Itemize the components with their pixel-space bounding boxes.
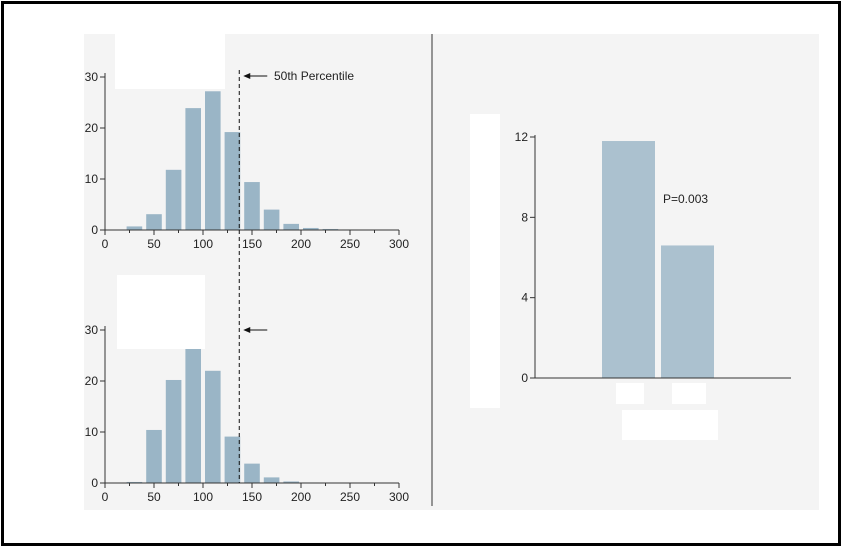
bottom-bar <box>224 436 241 483</box>
bottom-x-tick-label: 250 <box>340 490 360 504</box>
top-bar <box>126 226 143 230</box>
top-bar <box>185 108 201 230</box>
bottom-x-tick-label: 150 <box>242 490 262 504</box>
bottom-y-tick-label: 10 <box>85 425 99 439</box>
right-bar <box>602 141 655 378</box>
blank-region-category-2 <box>672 383 706 404</box>
bottom-bar <box>205 370 221 483</box>
top-bar <box>322 228 339 230</box>
bottom-bar <box>244 463 260 483</box>
top-x-tick-label: 200 <box>291 237 311 251</box>
bottom-bar <box>283 481 299 483</box>
top-x-tick-label: 0 <box>102 237 109 251</box>
bottom-x-tick-label: 50 <box>147 490 161 504</box>
top-x-tick-label: 300 <box>389 237 409 251</box>
percentile-annotation: 50th Percentile <box>274 69 354 83</box>
right-y-tick-label: 12 <box>515 130 529 144</box>
right-bar <box>661 245 714 378</box>
top-y-tick-label: 20 <box>85 121 99 135</box>
bottom-bar <box>126 481 143 483</box>
bottom-y-tick-label: 30 <box>85 323 99 337</box>
bottom-x-tick-label: 200 <box>291 490 311 504</box>
top-bar <box>283 223 299 230</box>
top-arrow-head <box>243 73 251 79</box>
top-histogram: 0 50 100 150 200 250 300 0 10 20 30 <box>85 70 409 251</box>
top-bar <box>263 209 280 230</box>
bottom-bar <box>165 379 182 483</box>
bottom-histogram: 0 50 100 150 200 250 300 0 10 20 30 <box>85 230 409 504</box>
bottom-y-tick-label: 0 <box>91 476 98 490</box>
top-y-tick-label: 30 <box>85 70 99 84</box>
blank-region-bottom-label <box>117 275 205 349</box>
top-x-tick-label: 50 <box>147 237 161 251</box>
bottom-x-tick-label: 100 <box>193 490 213 504</box>
top-bar <box>205 91 221 230</box>
bottom-arrow-head <box>243 327 251 333</box>
bottom-y-tick-label: 20 <box>85 374 99 388</box>
top-y-tick-label: 0 <box>91 223 98 237</box>
top-bar <box>224 132 241 230</box>
top-x-tick-label: 100 <box>193 237 213 251</box>
blank-region-y-label <box>470 114 500 408</box>
blank-region-x-label <box>622 410 718 440</box>
top-bar <box>146 214 162 230</box>
bottom-x-tick-label: 300 <box>389 490 409 504</box>
blank-region-top-label <box>115 34 225 89</box>
bottom-bar <box>185 315 201 483</box>
top-x-tick-label: 150 <box>242 237 262 251</box>
p-value-annotation: P=0.003 <box>663 192 708 206</box>
top-bar <box>244 182 260 230</box>
top-x-tick-label: 250 <box>340 237 360 251</box>
top-y-tick-label: 10 <box>85 172 99 186</box>
right-y-tick-label: 8 <box>521 210 528 224</box>
bottom-x-tick-label: 0 <box>102 490 109 504</box>
bottom-bar <box>263 477 280 483</box>
top-bar <box>303 227 319 230</box>
top-bar <box>165 169 182 230</box>
right-y-tick-label: 0 <box>521 371 528 385</box>
blank-region-category-1 <box>616 383 644 404</box>
bottom-bar <box>146 429 162 483</box>
right-y-tick-label: 4 <box>521 291 528 305</box>
right-bar-chart: 0 4 8 12 <box>515 130 791 385</box>
